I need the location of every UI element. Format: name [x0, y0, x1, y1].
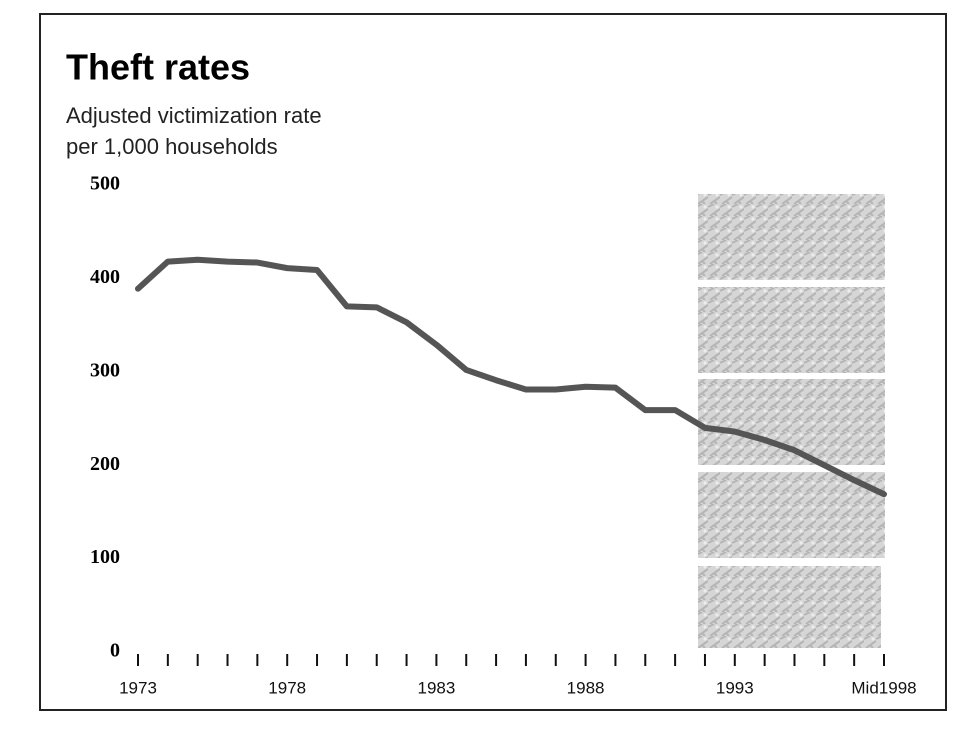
subtitle: Adjusted victimization rate — [66, 103, 322, 128]
x-tick-label: Mid1998 — [851, 678, 916, 697]
y-tick-label: 0 — [110, 640, 120, 662]
y-tick-label: 300 — [90, 359, 120, 381]
photo-strip — [698, 194, 885, 648]
x-tick-label: 1988 — [567, 678, 605, 697]
y-tick-label: 400 — [90, 266, 120, 288]
y-tick-label: 200 — [90, 453, 120, 475]
x-tick-label: 1973 — [119, 678, 157, 697]
y-tick-label: 100 — [90, 546, 120, 568]
chart-title: Theft rates — [66, 47, 250, 88]
x-tick-label: 1993 — [716, 678, 754, 697]
data-line — [135, 256, 887, 498]
frame — [39, 13, 947, 711]
x-tick-label: 1978 — [268, 678, 306, 697]
x-tick-label: 1983 — [417, 678, 455, 697]
y-tick-label: 500 — [90, 173, 120, 195]
subtitle: per 1,000 households — [66, 134, 278, 159]
